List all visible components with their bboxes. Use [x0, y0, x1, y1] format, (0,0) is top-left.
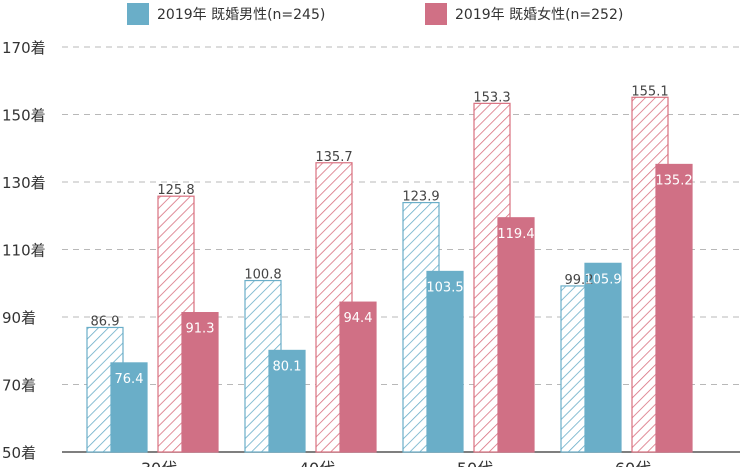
data-label: 105.9: [584, 272, 621, 287]
y-tick-label: 150着: [2, 107, 46, 125]
x-tick-label: 40代: [299, 459, 335, 467]
y-tick-label: 70着: [2, 377, 36, 395]
legend-item-male: 2019年 既婚男性(n=245): [127, 3, 325, 25]
legend-label-male: 2019年 既婚男性(n=245): [157, 7, 326, 23]
bar-solid-3-1: [584, 262, 622, 453]
data-label: 125.8: [157, 183, 194, 198]
bar-solid-0-1: [110, 362, 148, 453]
data-label: 119.4: [497, 227, 534, 242]
y-tick-label: 130着: [2, 174, 46, 192]
legend-label-female: 2019年 既婚女性(n=252): [455, 7, 624, 23]
x-tick-label: 60代: [615, 459, 651, 467]
y-tick-label: 170着: [2, 39, 46, 57]
data-label: 103.5: [426, 280, 463, 295]
data-label: 94.4: [344, 311, 373, 326]
data-label: 153.3: [473, 90, 510, 105]
legend-swatch-male: [127, 3, 149, 25]
data-label: 76.4: [115, 372, 144, 387]
data-label: 86.9: [91, 314, 120, 329]
data-label: 155.1: [631, 84, 668, 99]
legend: 2019年 既婚男性(n=245) 2019年 既婚女性(n=252): [0, 0, 747, 30]
bar-solid-0-3: [181, 312, 219, 453]
bar-solid-1-3: [339, 301, 377, 453]
y-tick-label: 50着: [2, 444, 36, 462]
data-label: 123.9: [402, 190, 439, 205]
x-tick-label: 30代: [141, 459, 177, 467]
data-label: 100.8: [244, 268, 281, 283]
data-label: 135.2: [655, 173, 692, 188]
data-label: 135.7: [315, 150, 352, 165]
data-label: 91.3: [186, 322, 215, 337]
data-label: 80.1: [273, 359, 302, 374]
legend-swatch-female: [425, 3, 447, 25]
bar-solid-1-1: [268, 349, 306, 453]
legend-item-female: 2019年 既婚女性(n=252): [425, 3, 623, 25]
y-tick-label: 110着: [2, 242, 46, 260]
x-tick-label: 50代: [457, 459, 493, 467]
bar-solid-3-3: [655, 163, 693, 453]
y-tick-label: 90着: [2, 309, 36, 327]
bar-solid-2-3: [497, 217, 535, 453]
bar-solid-2-1: [426, 270, 464, 453]
data-label: 99.2: [565, 273, 594, 288]
